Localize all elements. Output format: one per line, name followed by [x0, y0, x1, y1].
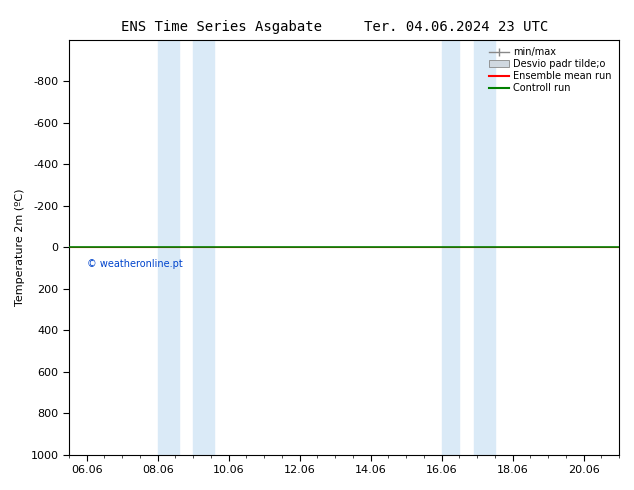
- Legend: min/max, Desvio padr tilde;o, Ensemble mean run, Controll run: min/max, Desvio padr tilde;o, Ensemble m…: [486, 45, 614, 96]
- Bar: [474, 40, 495, 455]
- Bar: [193, 40, 214, 455]
- Text: © weatheronline.pt: © weatheronline.pt: [87, 260, 183, 270]
- Y-axis label: Temperature 2m (ºC): Temperature 2m (ºC): [15, 188, 25, 306]
- Bar: [441, 40, 459, 455]
- Text: ENS Time Series Asgabate: ENS Time Series Asgabate: [121, 20, 323, 34]
- Bar: [158, 40, 179, 455]
- Text: Ter. 04.06.2024 23 UTC: Ter. 04.06.2024 23 UTC: [365, 20, 548, 34]
